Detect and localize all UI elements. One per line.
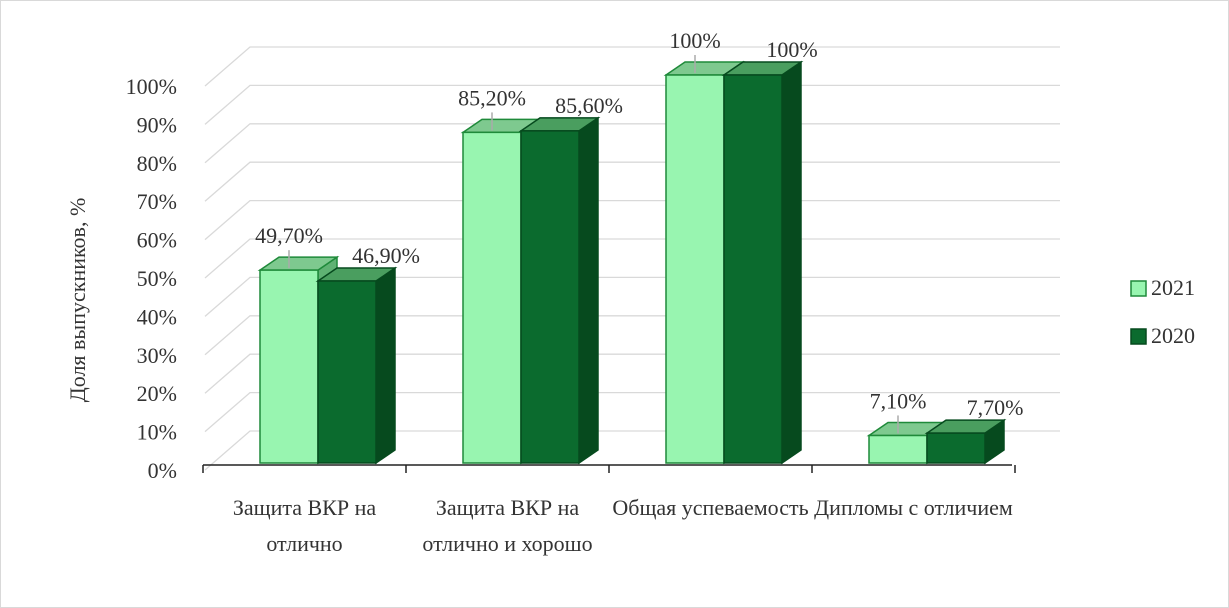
x-tick-label: Защита ВКР на отлично [232,495,377,556]
legend-label: 2020 [1151,323,1195,348]
y-tick-label: 50% [137,266,177,291]
bar-front [926,432,986,464]
x-tick-label: Защита ВКР на отлично и хорошо [422,495,593,556]
y-tick-label: 10% [137,420,177,445]
data-label: 46,90% [352,243,420,268]
y-tick-label: 80% [137,151,177,176]
bar-front [868,434,928,464]
x-tick-label: Общая успеваемость [612,495,809,520]
bar-side [781,60,802,465]
bar-front [723,74,783,464]
grid-line [204,161,1060,202]
legend-swatch [1130,280,1147,297]
legend-label: 2021 [1151,275,1195,300]
data-label: 100% [669,28,720,53]
data-label: 7,70% [967,395,1024,420]
legend-swatch [1130,328,1147,345]
data-label: 49,70% [255,223,323,248]
data-label: 85,20% [458,85,526,110]
grid-line [204,46,1060,87]
y-tick-label: 40% [137,304,177,329]
bar-front [259,269,319,464]
y-tick-label: 20% [137,381,177,406]
y-tick-label: 70% [137,189,177,214]
bar [924,418,1007,465]
bar-side [375,266,396,465]
bar [721,60,804,465]
grid-line [204,199,1060,241]
data-label: 100% [766,37,817,62]
bar-side [578,116,599,465]
y-tick-label: 90% [137,112,177,137]
y-tick-label: 30% [137,343,177,368]
y-tick-label: 60% [137,228,177,253]
y-axis-label: Доля выпускников, % [65,198,90,403]
bar-front [665,74,725,464]
data-label: 85,60% [555,93,623,118]
bar-front [317,280,377,464]
y-tick-label: 0% [148,458,177,483]
bar [315,266,398,465]
grid-line [204,123,1060,164]
y-tick-label: 100% [126,74,177,99]
x-tick-label: Дипломы с отличием [814,495,1013,520]
bar [518,116,601,465]
grid-line [204,84,1060,125]
bar-front [462,131,522,464]
data-label: 7,10% [870,388,927,413]
bar-front [520,130,580,464]
